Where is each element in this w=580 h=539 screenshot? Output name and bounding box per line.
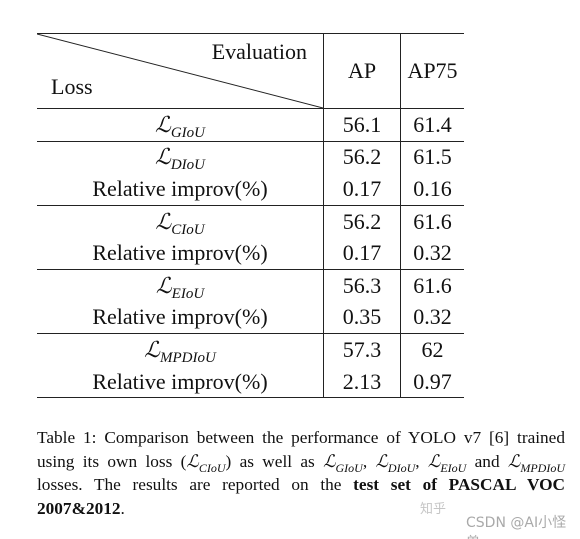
table-row: ℒMPDIoU 57.3 62 (37, 333, 464, 366)
loss-cell: ℒCIoU (37, 204, 324, 238)
math-symbol: ℒGIoU (154, 111, 205, 141)
symbol: ℒ (154, 144, 171, 170)
subscript: DIoU (387, 460, 416, 475)
subscript: GIoU (170, 124, 206, 141)
table-row: Relative improv(%) 0.17 0.32 (37, 237, 464, 270)
value-cell: 62 (400, 333, 464, 366)
column-header: AP (323, 33, 401, 109)
caption-text: losses. The results are reported on the (37, 475, 354, 494)
value-cell: 61.6 (400, 204, 464, 238)
subscript: EIoU (171, 285, 205, 302)
value-cell: 56.3 (323, 268, 401, 302)
loss-cell: Relative improv(%) (92, 304, 268, 330)
subscript: EIoU (440, 460, 467, 475)
caption-text: , (415, 451, 428, 471)
column-header: AP75 (400, 33, 464, 109)
loss-cell: Relative improv(%) (37, 365, 324, 399)
math-symbol: ℒMPDIoU (144, 336, 216, 366)
loss-cell: ℒDIoU (37, 140, 324, 174)
math-symbol: ℒDIoU (154, 144, 205, 173)
value-cell: 56.1 (323, 108, 401, 142)
table-row: ℒDIoU 56.2 61.5 (37, 140, 464, 174)
value-cell: 0.35 (323, 301, 401, 334)
caption-text: . (120, 498, 125, 518)
diagonal-header: Evaluation Loss (37, 33, 324, 109)
caption-text: ) as well as (225, 451, 324, 471)
loss-cell: Relative improv(%) (92, 240, 268, 266)
symbol: ℒ (155, 208, 172, 234)
caption-text: , (362, 451, 376, 471)
value-cell: 0.97 (400, 365, 464, 399)
subscript: DIoU (170, 157, 206, 174)
value-cell: 61.5 (400, 140, 464, 174)
math-symbol: ℒCIoU (155, 208, 204, 238)
value-cell: 61.4 (400, 108, 464, 142)
math-symbol: ℒMPDIoU (507, 451, 565, 474)
table-row: ℒEIoU 56.3 61.6 (37, 268, 464, 302)
value-cell: 2.13 (323, 365, 401, 399)
symbol: ℒ (186, 451, 199, 471)
value-cell: 0.17 (323, 237, 401, 270)
caption-bold: test set of PASCAL VOC 2007&2012 (37, 475, 565, 518)
value-cell: 0.16 (400, 173, 464, 206)
loss-cell: ℒEIoU (37, 268, 324, 302)
results-table: Evaluation Loss AP AP75 ℒGIoU 56.1 61.4 ℒDI… (37, 33, 464, 399)
symbol: ℒ (155, 272, 172, 298)
caption: Table 1: Comparison between the performa… (37, 426, 565, 520)
table-row: ℒCIoU 56.2 61.6 (37, 204, 464, 238)
table-row: Relative improv(%) 2.13 0.97 (37, 365, 464, 399)
loss-cell: ℒMPDIoU (37, 333, 324, 366)
math-symbol: ℒCIoU (186, 451, 225, 474)
loss-cell: Relative improv(%) (92, 175, 268, 201)
loss-cell: ℒGIoU (37, 108, 324, 142)
header-row: Evaluation Loss AP AP75 (37, 33, 464, 109)
value-cell: 61.6 (400, 268, 464, 302)
caption-text: Table 1: Comparison between the performa… (37, 428, 565, 471)
row-axis-label: Loss (51, 74, 93, 99)
symbol: ℒ (154, 111, 171, 137)
symbol: ℒ (375, 451, 388, 471)
symbol: ℒ (144, 336, 161, 362)
table-row: Relative improv(%) 0.17 0.16 (37, 173, 464, 206)
value-cell: 0.32 (400, 301, 464, 334)
subscript: MPDIoU (520, 460, 565, 475)
subscript: MPDIoU (160, 349, 216, 366)
subscript: GIoU (335, 460, 363, 475)
diagonal-line (37, 34, 323, 108)
watermark-author: CSDN @AI小怪兽 (466, 515, 567, 539)
column-axis-label: Evaluation (211, 39, 307, 64)
subscript: CIoU (171, 221, 205, 238)
symbol: ℒ (427, 451, 441, 471)
math-symbol: ℒGIoU (323, 451, 363, 474)
subscript: CIoU (198, 460, 226, 475)
caption-text: and (466, 451, 508, 471)
symbol: ℒ (323, 451, 336, 471)
value-cell: 56.2 (323, 204, 401, 238)
value-cell: 56.2 (323, 140, 401, 174)
value-cell: 0.17 (323, 173, 401, 206)
table-row: ℒGIoU 56.1 61.4 (37, 108, 464, 142)
math-symbol: ℒEIoU (427, 451, 466, 474)
symbol: ℒ (507, 451, 521, 471)
table-body: ℒGIoU 56.1 61.4 ℒDIoU 56.2 61.5 Relative impro… (37, 108, 464, 399)
watermark-site: 知乎 (420, 502, 447, 517)
table-row: Relative improv(%) 0.35 0.32 (37, 301, 464, 334)
value-cell: 57.3 (323, 333, 401, 366)
math-symbol: ℒDIoU (375, 451, 415, 474)
math-symbol: ℒEIoU (155, 272, 204, 302)
value-cell: 0.32 (400, 237, 464, 270)
